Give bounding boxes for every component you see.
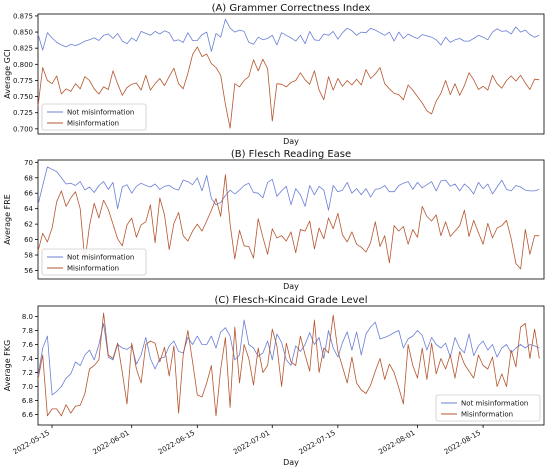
panel-2: (B) Flesch Reading Ease 56 58 60 62 64 66 68 70 A…: [3, 149, 545, 291]
y-tick-label: 0.700: [13, 125, 33, 133]
y-tick-label: 7.4: [22, 355, 34, 363]
x-axis-label: Day: [283, 458, 299, 467]
plot-frame: [37, 159, 545, 280]
x-tick-label: 2022-05-15: [12, 429, 51, 456]
legend-box: [41, 103, 147, 131]
y-tick-label: 7.0: [22, 383, 33, 391]
y-tick-label: 0.800: [13, 61, 33, 69]
y-tick-label: 68: [24, 174, 33, 182]
plot-frame: [37, 13, 545, 135]
x-tick-label: 2022-08-01: [377, 429, 416, 456]
y-tick-label: 70: [24, 159, 33, 167]
series-line-not-misinformation: [37, 18, 540, 52]
series-line-not-misinformation: [37, 166, 540, 211]
panel-1: (A) Grammer Correctness Index 0.700 0.725 0…: [3, 3, 545, 146]
legend-box: [41, 248, 147, 276]
legend-label: Misinformation: [67, 120, 119, 128]
y-tick-label: 58: [24, 252, 33, 260]
legend-label: Misinformation: [67, 265, 119, 273]
y-tick-label: 60: [24, 236, 33, 244]
y-tick-label: 0.850: [13, 29, 33, 37]
y-tick-label: 64: [24, 205, 33, 213]
x-tick-label: 2022-08-15: [443, 429, 482, 456]
legend-box: [435, 394, 541, 422]
legend-label: Not misinformation: [461, 400, 528, 408]
y-tick-label: 62: [24, 221, 33, 229]
x-tick-label: 2022-07-01: [232, 429, 271, 456]
y-tick-label: 7.8: [22, 327, 33, 335]
y-tick-label: 8.0: [22, 313, 33, 321]
y-tick-label: 0.750: [13, 93, 33, 101]
y-tick-label: 0.775: [13, 77, 33, 85]
y-tick-label: 6.6: [22, 411, 34, 419]
y-tick-label: 56: [24, 267, 33, 275]
legend-label: Not misinformation: [67, 109, 134, 117]
legend: Not misinformation Misinformation: [435, 394, 541, 422]
y-tick-label: 0.875: [13, 12, 33, 20]
legend-label: Not misinformation: [67, 254, 134, 262]
chart-title: (C) Flesch-Kincaid Grade Level: [215, 295, 368, 306]
series-line-misinformation: [37, 174, 540, 270]
legend: Not misinformation Misinformation: [41, 248, 147, 276]
y-axis-label: Average FRE: [3, 194, 12, 245]
y-axis-label: Average GCI: [3, 49, 12, 99]
y-tick-label: 7.6: [22, 341, 34, 349]
x-axis-label: Day: [283, 282, 299, 291]
y-tick-label: 0.725: [13, 109, 33, 117]
y-tick-label: 7.2: [22, 369, 33, 377]
panel-3: (C) Flesch-Kincaid Grade Level 6.6 6.8 7.0 7…: [3, 295, 545, 467]
y-axis-label: Average FKG: [3, 340, 12, 391]
plot-frame: [37, 305, 545, 426]
chart-title: (A) Grammer Correctness Index: [212, 3, 371, 14]
chart-title: (B) Flesch Reading Ease: [231, 149, 351, 160]
series-line-not-misinformation: [37, 319, 540, 396]
legend-label: Misinformation: [461, 411, 513, 419]
y-tick-label: 0.825: [13, 45, 33, 53]
series-line-misinformation: [37, 46, 540, 129]
y-tick-label: 6.8: [22, 397, 33, 405]
x-tick-label: 2022-07-15: [298, 429, 337, 456]
x-tick-label: 2022-06-01: [91, 429, 130, 456]
x-axis-label: Day: [283, 137, 299, 146]
legend: Not misinformation Misinformation: [41, 103, 147, 131]
x-tick-label: 2022-06-15: [157, 429, 196, 456]
series-line-misinformation: [37, 312, 540, 417]
y-tick-label: 66: [24, 190, 33, 198]
